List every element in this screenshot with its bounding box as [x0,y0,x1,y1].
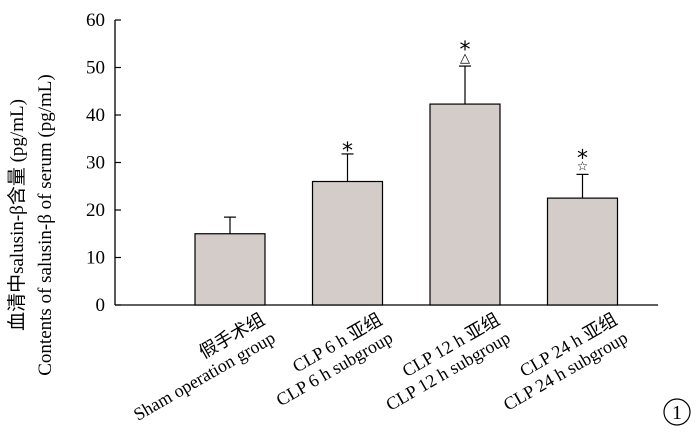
significance-marks: *△*☆* [342,38,588,174]
panel-label-text: 1 [672,402,682,424]
significance-mark-4-2: ☆ [577,159,589,174]
y-ticks: 0 10 20 30 40 50 60 [86,10,121,316]
significance-mark-2-1: * [342,139,353,164]
panel-label: 1 [663,398,691,426]
y-tick-label: 40 [86,105,105,126]
y-axis-title-cn: 血清中salusin-β含量 (pg/mL) [6,99,28,331]
y-tick-label: 30 [86,153,105,174]
bars [194,103,619,306]
bar-2 [311,180,384,306]
significance-mark-4-1: * [577,146,588,171]
y-tick-label: 50 [86,58,105,79]
error-bars [224,65,589,234]
y-axis-title: 血清中salusin-β含量 (pg/mL) Contents of salus… [6,74,56,376]
significance-mark-3-2: △ [460,51,470,66]
panel-label-circle [663,398,691,426]
bar-4 [546,197,619,306]
y-tick-label: 60 [86,10,105,31]
y-tick-label: 10 [86,248,105,269]
bar-3 [429,103,501,306]
y-tick-label: 0 [96,295,106,316]
bar-1 [194,233,266,306]
significance-mark-3-1: * [460,38,471,63]
y-tick-label: 20 [86,200,105,221]
y-axis-title-en: Contents of salusin-β of serum (pg/mL) [35,74,56,376]
